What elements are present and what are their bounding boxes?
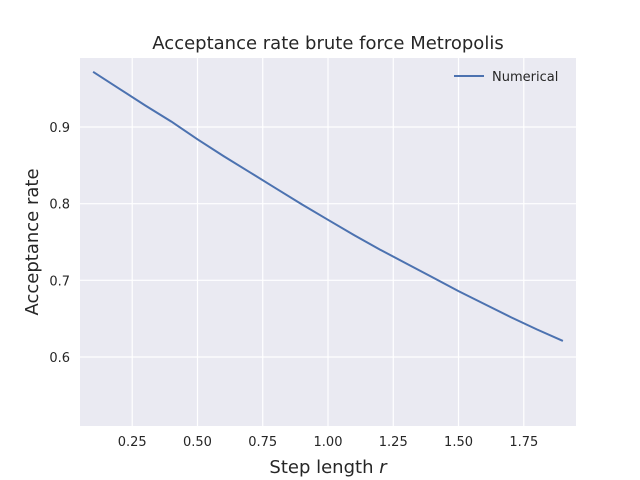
x-axis-label-variable: r [379, 457, 388, 478]
x-tick-label: 1.25 [379, 435, 408, 450]
x-tick-label: 0.75 [248, 435, 277, 450]
grid [80, 58, 576, 426]
x-tick-label: 1.75 [509, 435, 538, 450]
series-line-numerical [92, 70, 564, 342]
x-tick-label: 0.50 [183, 435, 212, 450]
x-tick-label: 1.50 [444, 435, 473, 450]
legend: Numerical [454, 70, 558, 85]
x-tick-labels: 0.25 0.50 0.75 1.00 1.25 1.50 1.75 [118, 435, 539, 450]
y-tick-labels: 0.6 0.7 0.8 0.9 [49, 121, 70, 366]
x-tick-label: 1.00 [314, 435, 343, 450]
x-axis-label-text: Step length [269, 457, 379, 478]
x-axis-label: Step length r [269, 457, 388, 478]
y-axis-label: Acceptance rate [22, 168, 43, 315]
y-tick-label: 0.7 [49, 274, 70, 289]
legend-label-numerical: Numerical [492, 70, 558, 85]
y-tick-label: 0.6 [49, 351, 70, 366]
y-tick-label: 0.9 [49, 121, 70, 136]
chart-title: Acceptance rate brute force Metropolis [152, 33, 503, 54]
x-tick-label: 0.25 [118, 435, 147, 450]
y-tick-label: 0.8 [49, 198, 70, 213]
